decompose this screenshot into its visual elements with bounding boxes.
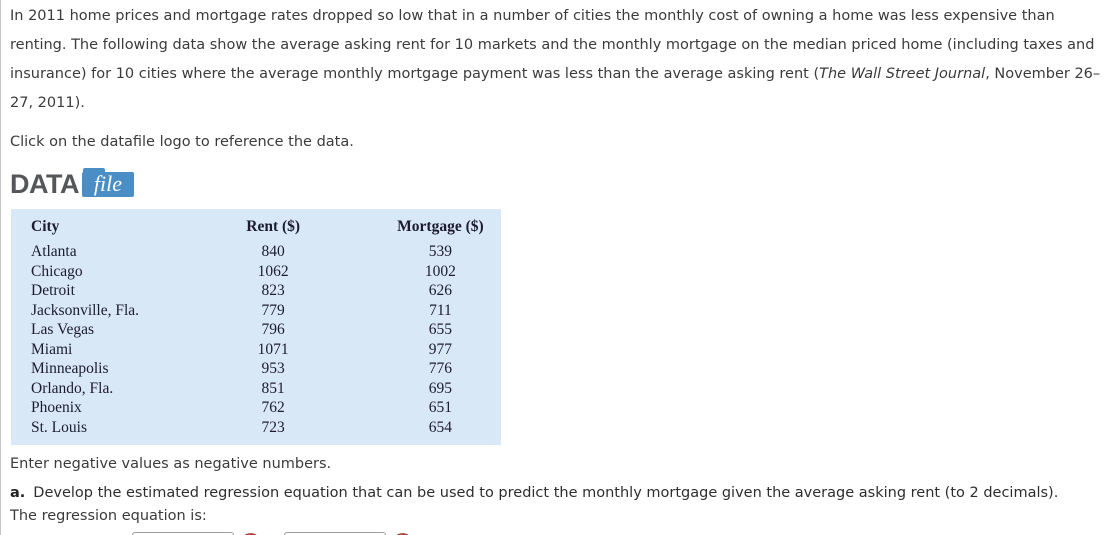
cell-rent: 779 (261, 301, 285, 319)
cell-city: Phoenix (31, 399, 82, 416)
cell-city: Chicago (31, 262, 83, 280)
cell-mortgage: 654 (428, 418, 453, 436)
datafile-logo-data-text: DATA (10, 169, 79, 199)
cell-rent: 840 (261, 243, 285, 260)
datafile-folder-icon: file (81, 168, 134, 197)
cell-city: Atlanta (31, 243, 77, 260)
data-table: City Rent ($) Mortgage ($) Atlanta 840 5… (11, 209, 501, 445)
cell-rent: 1062 (257, 262, 289, 280)
cell-rent: 1071 (257, 340, 289, 358)
cell-rent: 851 (261, 379, 285, 397)
cell-mortgage: 626 (428, 282, 453, 299)
cell-mortgage: 651 (428, 399, 453, 416)
equation-intro: The regression equation is: (10, 508, 207, 524)
problem-text-end: , November 26–27, 2011). (10, 66, 1101, 111)
cell-city: St. Louis (31, 418, 87, 436)
part-a-label: a. (10, 485, 26, 501)
source-citation: The Wall Street Journal (819, 66, 986, 82)
problem-text-start: In 2011 home prices and mortgage rates d… (10, 8, 1095, 82)
cell-city: Las Vegas (31, 321, 94, 338)
datafile-logo-file-text: file (93, 170, 123, 196)
table-row: Miami 1071 977 (11, 340, 501, 360)
table-row: Chicago 1062 1002 (11, 262, 501, 282)
cell-mortgage: 776 (428, 360, 453, 377)
cell-mortgage: 655 (428, 321, 453, 338)
table-row: Orlando, Fla. 851 695 (11, 379, 501, 399)
cell-rent: 796 (261, 321, 285, 338)
cell-mortgage: 1002 (424, 262, 456, 280)
header-city: City (31, 218, 60, 235)
table-row: Atlanta 840 539 (11, 242, 501, 262)
cell-mortgage: 695 (428, 379, 453, 397)
cell-mortgage: 977 (428, 340, 453, 358)
cell-city: Orlando, Fla. (31, 379, 114, 397)
part-a-text: Develop the estimated regression equatio… (33, 485, 1059, 501)
cell-city: Jacksonville, Fla. (31, 301, 140, 319)
table-row: St. Louis 723 654 (11, 418, 501, 446)
folder-tab (82, 168, 105, 173)
table-row: Las Vegas 796 655 (11, 320, 501, 340)
cell-rent: 762 (261, 399, 285, 416)
negative-values-note: Enter negative values as negative number… (10, 456, 332, 472)
slope-input[interactable] (283, 532, 386, 535)
cell-city: Minneapolis (31, 360, 109, 377)
table-row: Phoenix 762 651 (11, 398, 501, 418)
datafile-logo[interactable]: DATA file (10, 167, 134, 199)
cell-mortgage: 711 (429, 301, 452, 319)
table-row: Jacksonville, Fla. 779 711 (11, 301, 501, 321)
intercept-input[interactable] (131, 532, 234, 535)
cell-rent: 953 (261, 360, 285, 377)
problem-statement: In 2011 home prices and mortgage rates d… (10, 2, 1110, 118)
part-a-question: a. Develop the estimated regression equat… (10, 483, 1115, 503)
table-row: Detroit 823 626 (11, 281, 501, 301)
cell-city: Miami (31, 340, 73, 358)
cell-mortgage: 539 (428, 243, 453, 260)
header-rent: Rent ($) (246, 218, 301, 235)
cell-rent: 723 (261, 418, 285, 436)
table-header-row: City Rent ($) Mortgage ($) (11, 209, 501, 242)
datafile-instruction: Click on the datafile logo to reference … (10, 134, 354, 150)
cell-rent: 823 (261, 282, 285, 299)
table-row: Minneapolis 953 776 (11, 359, 501, 379)
header-mortgage: Mortgage ($) (397, 218, 484, 235)
cell-city: Detroit (31, 282, 75, 299)
